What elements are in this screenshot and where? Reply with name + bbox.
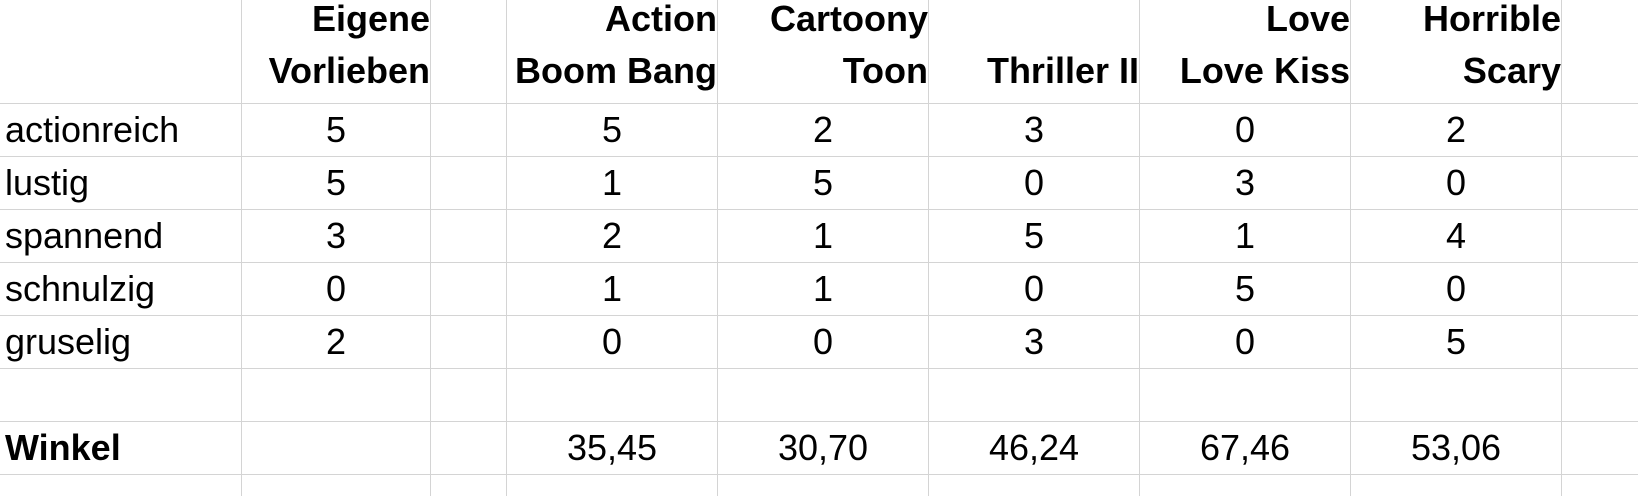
cell-empty[interactable] <box>929 475 1140 496</box>
header-line-2: Thriller II <box>986 50 1139 91</box>
cell-value[interactable]: 3 <box>929 104 1140 157</box>
header-line-2: Scary <box>1462 50 1561 91</box>
cell-empty[interactable] <box>718 369 929 422</box>
cell-value[interactable]: 2 <box>1351 104 1562 157</box>
header-line-2: Vorlieben <box>268 50 430 91</box>
cell-angle-value[interactable]: 35,45 <box>507 422 718 475</box>
cell-value[interactable]: 1 <box>718 210 929 263</box>
cell-value[interactable]: 3 <box>929 316 1140 369</box>
row-label-schnulzig[interactable]: schnulzig <box>0 263 242 316</box>
header-line-2: Love Kiss <box>1179 50 1350 91</box>
cell-empty[interactable] <box>1562 422 1638 475</box>
cell-own-preference[interactable]: 3 <box>242 210 431 263</box>
header-cartoony-toon[interactable]: Cartoony Toon <box>718 0 929 104</box>
cell-value[interactable]: 3 <box>1140 157 1351 210</box>
row-label-spannend[interactable]: spannend <box>0 210 242 263</box>
cell-value[interactable]: 0 <box>1140 104 1351 157</box>
cell-empty[interactable] <box>1562 104 1638 157</box>
row-label-winkel[interactable]: Winkel <box>0 422 242 475</box>
header-line-1: Horrible <box>1422 0 1561 39</box>
cell-empty[interactable] <box>1562 475 1638 496</box>
header-line-1: Cartoony <box>769 0 928 39</box>
cell-empty[interactable] <box>718 475 929 496</box>
cell-empty[interactable] <box>1140 369 1351 422</box>
cell-empty[interactable] <box>431 369 507 422</box>
cell-empty[interactable] <box>431 104 507 157</box>
header-love-love-kiss[interactable]: Love Love Kiss <box>1140 0 1351 104</box>
cell-value[interactable]: 5 <box>929 210 1140 263</box>
cell-value[interactable]: 0 <box>929 157 1140 210</box>
cell-empty[interactable] <box>0 475 242 496</box>
header-cell-empty-i[interactable] <box>1562 0 1638 104</box>
header-action-boom-bang[interactable]: Action Boom Bang <box>507 0 718 104</box>
cell-empty[interactable] <box>431 157 507 210</box>
cell-empty[interactable] <box>1562 369 1638 422</box>
cell-value[interactable]: 0 <box>1140 316 1351 369</box>
cell-own-preference[interactable]: 5 <box>242 157 431 210</box>
header-cell-empty-c[interactable] <box>431 0 507 104</box>
cell-empty[interactable] <box>242 475 431 496</box>
cell-value[interactable]: 1 <box>507 263 718 316</box>
cell-empty[interactable] <box>1562 263 1638 316</box>
cell-own-preference[interactable]: 0 <box>242 263 431 316</box>
cell-value[interactable]: 1 <box>507 157 718 210</box>
cell-own-preference[interactable]: 2 <box>242 316 431 369</box>
cell-empty[interactable] <box>1562 210 1638 263</box>
cell-empty[interactable] <box>431 263 507 316</box>
cell-value[interactable]: 0 <box>718 316 929 369</box>
cell-value[interactable]: 1 <box>1140 210 1351 263</box>
cell-value[interactable]: 5 <box>1140 263 1351 316</box>
cell-value[interactable]: 1 <box>718 263 929 316</box>
cell-empty[interactable] <box>507 369 718 422</box>
cell-value[interactable]: 0 <box>1351 263 1562 316</box>
cell-empty[interactable] <box>242 369 431 422</box>
cell-empty[interactable] <box>1351 475 1562 496</box>
cell-value[interactable]: 2 <box>507 210 718 263</box>
row-label-gruselig[interactable]: gruselig <box>0 316 242 369</box>
cell-empty[interactable] <box>0 369 242 422</box>
cell-value[interactable]: 5 <box>718 157 929 210</box>
header-line-2: Boom Bang <box>515 50 717 91</box>
header-line-2: Toon <box>842 50 928 91</box>
cell-empty[interactable] <box>431 422 507 475</box>
cell-angle-value[interactable]: 67,46 <box>1140 422 1351 475</box>
cell-empty[interactable] <box>431 316 507 369</box>
header-horrible-scary[interactable]: Horrible Scary <box>1351 0 1562 104</box>
cell-empty[interactable] <box>1351 369 1562 422</box>
header-line-1: Eigene <box>311 0 430 39</box>
cell-empty[interactable] <box>507 475 718 496</box>
header-line-1: Love <box>1265 0 1350 39</box>
cell-own-preference[interactable]: 5 <box>242 104 431 157</box>
cell-empty[interactable] <box>431 475 507 496</box>
cell-angle-value[interactable]: 53,06 <box>1351 422 1562 475</box>
header-cell-empty-a[interactable] <box>0 0 242 104</box>
cell-empty[interactable] <box>431 210 507 263</box>
cell-empty[interactable] <box>929 369 1140 422</box>
header-eigene-vorlieben[interactable]: Eigene Vorlieben <box>242 0 431 104</box>
row-label-lustig[interactable]: lustig <box>0 157 242 210</box>
cell-empty[interactable] <box>1562 157 1638 210</box>
cell-empty[interactable] <box>1140 475 1351 496</box>
cell-value[interactable]: 0 <box>507 316 718 369</box>
cell-value[interactable]: 2 <box>718 104 929 157</box>
cell-angle-value[interactable]: 46,24 <box>929 422 1140 475</box>
header-thriller-ii[interactable]: Thriller II <box>929 0 1140 104</box>
cell-value[interactable]: 0 <box>929 263 1140 316</box>
cell-empty[interactable] <box>242 422 431 475</box>
cell-value[interactable]: 5 <box>507 104 718 157</box>
cell-value[interactable]: 4 <box>1351 210 1562 263</box>
cell-empty[interactable] <box>1562 316 1638 369</box>
cell-value[interactable]: 5 <box>1351 316 1562 369</box>
cell-value[interactable]: 0 <box>1351 157 1562 210</box>
cell-angle-value[interactable]: 30,70 <box>718 422 929 475</box>
header-line-1: Action <box>605 0 717 39</box>
row-label-actionreich[interactable]: actionreich <box>0 104 242 157</box>
